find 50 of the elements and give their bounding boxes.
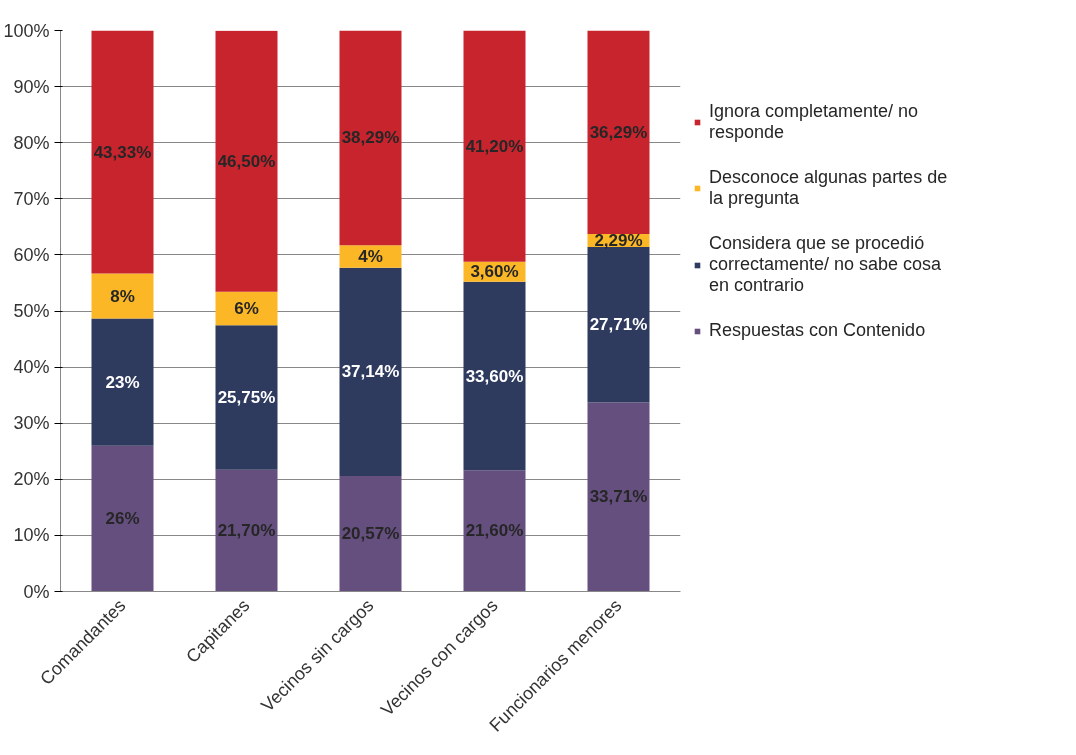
legend-label: Respuestas con Contenido (709, 320, 926, 341)
data-label: 6% (234, 298, 259, 318)
data-label: 27,71% (589, 315, 648, 335)
bar (463, 281, 526, 471)
data-label: 25,75% (217, 388, 276, 408)
bar (215, 325, 278, 470)
bar (339, 30, 402, 246)
data-label: 21,60% (465, 521, 524, 541)
data-label: 2,29% (594, 231, 643, 251)
data-label: 38,29% (341, 128, 400, 148)
data-label: 4% (358, 247, 383, 267)
y-tick-label: 50% (13, 301, 50, 321)
data-label: 41,20% (465, 136, 524, 156)
y-tick-label: 80% (13, 132, 50, 153)
data-label: 33,71% (589, 487, 648, 507)
bar (587, 30, 650, 235)
data-label: 3,60% (470, 262, 519, 282)
bar (91, 318, 154, 446)
bar (91, 273, 154, 319)
data-label: 20,57% (341, 524, 400, 544)
y-tick-label: 90% (13, 76, 50, 97)
y-tick-label: 20% (13, 469, 50, 490)
legend-label: Desconoce algunas partes de la pregunta (709, 167, 948, 209)
bar (463, 470, 526, 592)
bar (339, 267, 402, 477)
bar (339, 476, 402, 592)
y-tick-label: 60% (13, 244, 50, 265)
y-tick-label: 10% (13, 525, 50, 546)
y-tick-label: 30% (13, 413, 50, 434)
data-label: 37,14% (341, 362, 400, 382)
bar (215, 30, 278, 292)
data-label: 21,70% (217, 521, 276, 541)
legend-label: Ignora completamente/ no responde (709, 101, 919, 143)
y-tick-label: 0% (23, 581, 50, 602)
data-label: 26% (105, 509, 140, 529)
data-label: 46,50% (217, 151, 276, 171)
data-label: 8% (110, 286, 135, 306)
data-label: 33,60% (465, 366, 524, 386)
data-label: 43,33% (93, 142, 152, 162)
bar (91, 445, 154, 592)
bar (91, 30, 154, 274)
y-tick-label: 100% (3, 20, 50, 41)
data-label: 23% (105, 372, 140, 392)
bar (587, 402, 650, 592)
y-tick-label: 40% (13, 357, 50, 378)
bar (463, 30, 526, 262)
y-tick-label: 70% (13, 188, 50, 209)
data-label: 36,29% (589, 122, 648, 142)
legend-label: Considera que se procedió correctamente/ no sabe cosa en contrario (709, 233, 942, 296)
bar (215, 469, 278, 592)
